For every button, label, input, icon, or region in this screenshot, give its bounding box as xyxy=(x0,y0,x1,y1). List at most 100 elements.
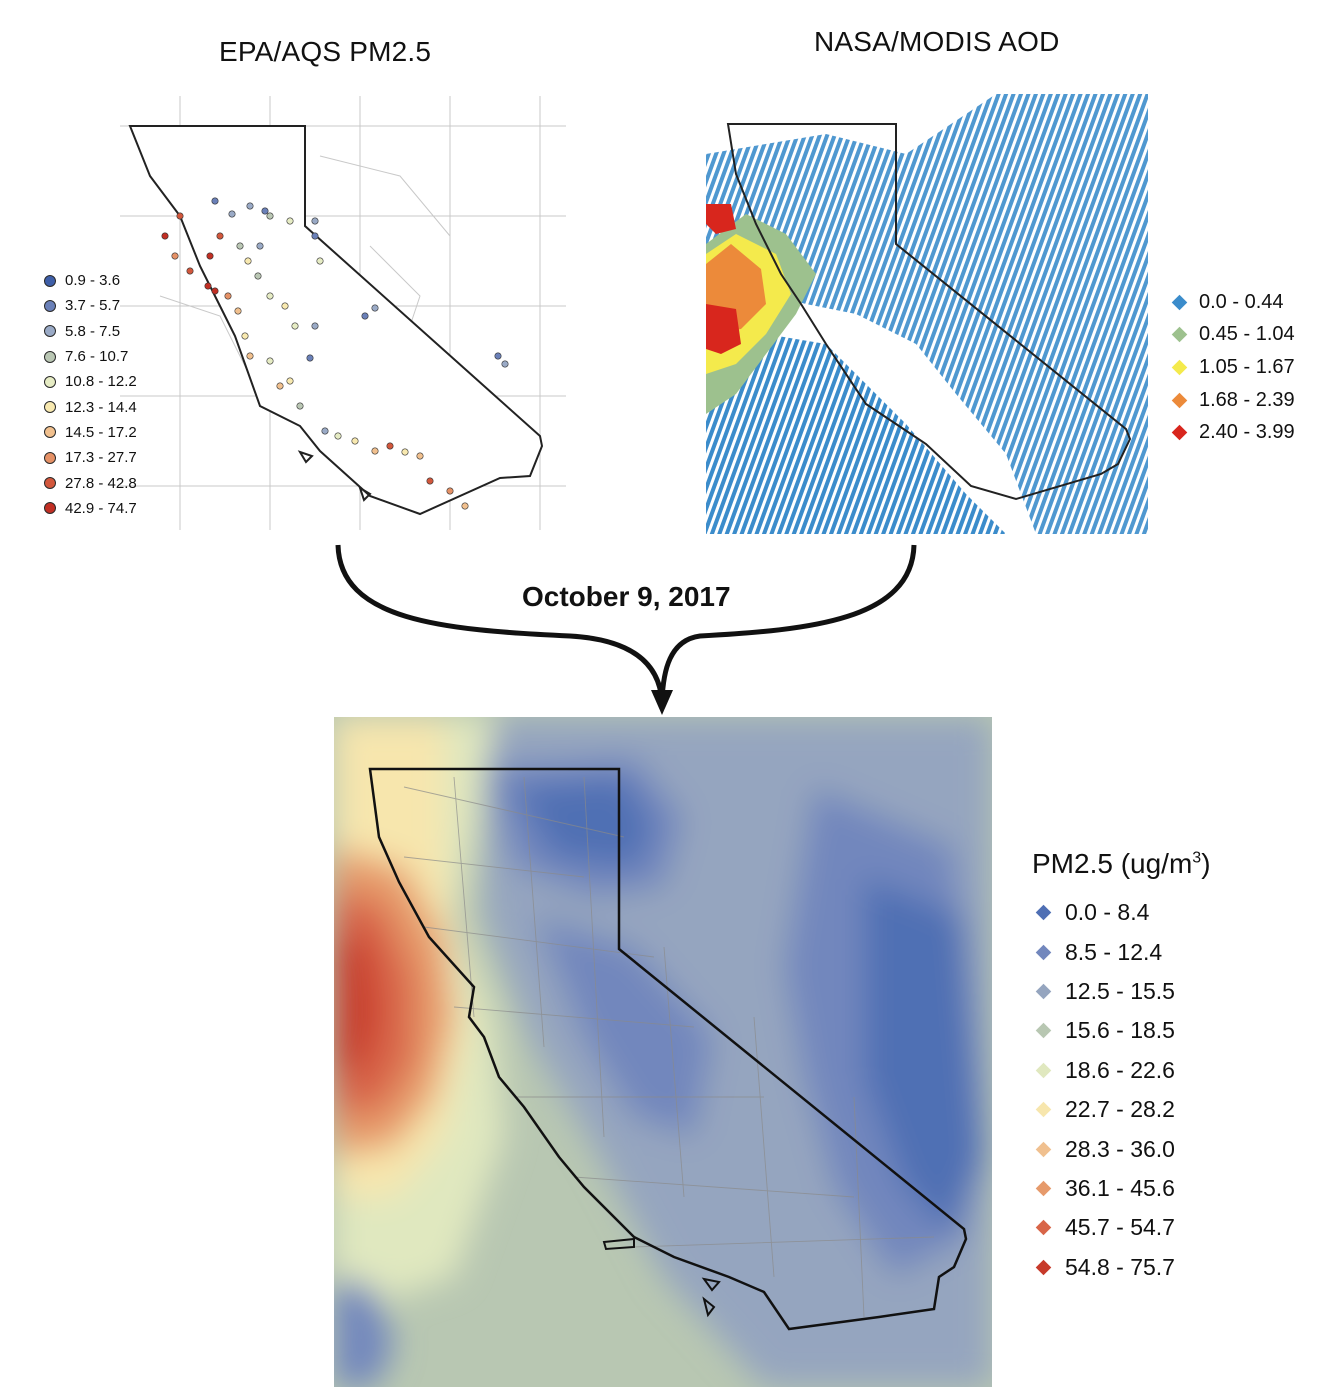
modis-legend-item: 0.0 - 0.44 xyxy=(1170,286,1295,319)
epa-legend-item: 7.6 - 10.7 xyxy=(44,344,137,369)
station-dot xyxy=(161,232,169,240)
station-dot xyxy=(286,217,294,225)
legend-label: 14.5 - 17.2 xyxy=(65,423,137,441)
legend-swatch xyxy=(1171,424,1188,441)
station-dot xyxy=(246,352,254,360)
legend-label: 8.5 - 12.4 xyxy=(1065,938,1163,965)
legend-label: 0.0 - 8.4 xyxy=(1065,899,1150,926)
legend-label: 3.7 - 5.7 xyxy=(65,297,121,315)
legend-swatch xyxy=(1035,1180,1052,1197)
station-dot xyxy=(276,382,284,390)
legend-label: 45.7 - 54.7 xyxy=(1065,1214,1175,1241)
legend-label: 2.40 - 3.99 xyxy=(1199,421,1295,444)
station-dot xyxy=(501,360,509,368)
station-dot xyxy=(361,312,369,320)
pm25-legend-item: 15.6 - 18.5 xyxy=(1032,1011,1175,1050)
station-dot xyxy=(204,282,212,290)
epa-legend-item: 12.3 - 14.4 xyxy=(44,394,137,419)
station-dot xyxy=(386,442,394,450)
pm25-legend-item: 22.7 - 28.2 xyxy=(1032,1090,1175,1129)
legend-label: 27.8 - 42.8 xyxy=(65,474,137,492)
legend-label: 0.9 - 3.6 xyxy=(65,272,121,290)
station-dot xyxy=(216,232,224,240)
modis-legend-item: 1.05 - 1.67 xyxy=(1170,351,1295,384)
station-dot xyxy=(254,272,262,280)
legend-swatch xyxy=(1035,1259,1052,1275)
legend-label: 15.6 - 18.5 xyxy=(1065,1017,1175,1044)
epa-legend-item: 14.5 - 17.2 xyxy=(44,420,137,445)
pm25-legend: 0.0 - 8.4 8.5 - 12.4 12.5 - 15.5 15.6 - … xyxy=(1032,893,1175,1287)
epa-legend-item: 5.8 - 7.5 xyxy=(44,319,137,344)
legend-swatch xyxy=(1035,983,1052,1000)
station-dot xyxy=(261,207,269,215)
epa-legend-item: 0.9 - 3.6 xyxy=(44,268,137,293)
pm25-legend-item: 36.1 - 45.6 xyxy=(1032,1169,1175,1208)
station-dot xyxy=(211,287,219,295)
legend-label: 17.3 - 27.7 xyxy=(65,449,137,467)
station-dot xyxy=(186,267,194,275)
station-dot xyxy=(306,354,314,362)
station-dot xyxy=(236,242,244,250)
epa-legend-item: 3.7 - 5.7 xyxy=(44,293,137,318)
legend-swatch xyxy=(1035,944,1052,960)
pm25-legend-item: 8.5 - 12.4 xyxy=(1032,932,1175,971)
station-dot xyxy=(351,437,359,445)
station-dot xyxy=(316,257,324,265)
station-dot xyxy=(311,217,319,225)
station-dot xyxy=(224,292,232,300)
station-dot xyxy=(461,502,469,510)
pm25-legend-item: 12.5 - 15.5 xyxy=(1032,972,1175,1011)
legend-label: 7.6 - 10.7 xyxy=(65,348,129,366)
legend-swatch xyxy=(1171,359,1188,376)
station-dot xyxy=(286,377,294,385)
legend-label: 1.05 - 1.67 xyxy=(1199,355,1295,378)
legend-label: 22.7 - 28.2 xyxy=(1065,1096,1175,1123)
station-dot xyxy=(206,252,214,260)
epa-station-map xyxy=(120,96,566,530)
station-dot xyxy=(228,210,236,218)
legend-label: 36.1 - 45.6 xyxy=(1065,1174,1175,1201)
epa-legend-item: 17.3 - 27.7 xyxy=(44,445,137,470)
station-dot xyxy=(241,332,249,340)
modis-legend: 0.0 - 0.44 0.45 - 1.04 1.05 - 1.67 1.68 … xyxy=(1170,286,1295,449)
legend-swatch xyxy=(1035,1062,1052,1079)
station-dot xyxy=(291,322,299,330)
station-dot xyxy=(311,322,319,330)
station-dot xyxy=(176,212,184,220)
epa-legend: 0.9 - 3.6 3.7 - 5.7 5.8 - 7.5 7.6 - 10.7… xyxy=(44,268,137,521)
station-dot xyxy=(234,307,242,315)
legend-swatch xyxy=(1035,1101,1052,1118)
epa-legend-item: 10.8 - 12.2 xyxy=(44,369,137,394)
station-dot xyxy=(494,352,502,360)
station-dot xyxy=(244,257,252,265)
modis-legend-item: 2.40 - 3.99 xyxy=(1170,416,1295,449)
epa-legend-item: 42.9 - 74.7 xyxy=(44,496,137,521)
station-dot xyxy=(266,292,274,300)
legend-label: 5.8 - 7.5 xyxy=(65,322,121,340)
pm25-legend-item: 45.7 - 54.7 xyxy=(1032,1208,1175,1247)
legend-label: 54.8 - 75.7 xyxy=(1065,1253,1175,1280)
legend-swatch xyxy=(44,426,56,439)
epa-station-dots xyxy=(161,197,509,510)
station-dot xyxy=(246,202,254,210)
epa-legend-item: 27.8 - 42.8 xyxy=(44,470,137,495)
legend-swatch xyxy=(1035,904,1052,921)
legend-swatch xyxy=(1035,1023,1052,1039)
pm25-legend-item: 54.8 - 75.7 xyxy=(1032,1248,1175,1287)
station-dot xyxy=(296,402,304,410)
pm25-legend-item: 28.3 - 36.0 xyxy=(1032,1129,1175,1168)
legend-swatch xyxy=(44,401,56,414)
station-dot xyxy=(371,447,379,455)
legend-swatch xyxy=(44,299,56,312)
epa-title: EPA/AQS PM2.5 xyxy=(219,36,432,67)
pm25-legend-item: 0.0 - 8.4 xyxy=(1032,893,1175,932)
legend-swatch xyxy=(1035,1220,1052,1236)
station-dot xyxy=(401,448,409,456)
legend-label: 10.8 - 12.2 xyxy=(65,373,137,391)
station-dot xyxy=(171,252,179,260)
legend-swatch xyxy=(1171,392,1188,408)
legend-swatch xyxy=(44,274,56,287)
pm25-legend-item: 18.6 - 22.6 xyxy=(1032,1051,1175,1090)
legend-label: 1.68 - 2.39 xyxy=(1199,388,1295,411)
station-dot xyxy=(311,232,319,240)
